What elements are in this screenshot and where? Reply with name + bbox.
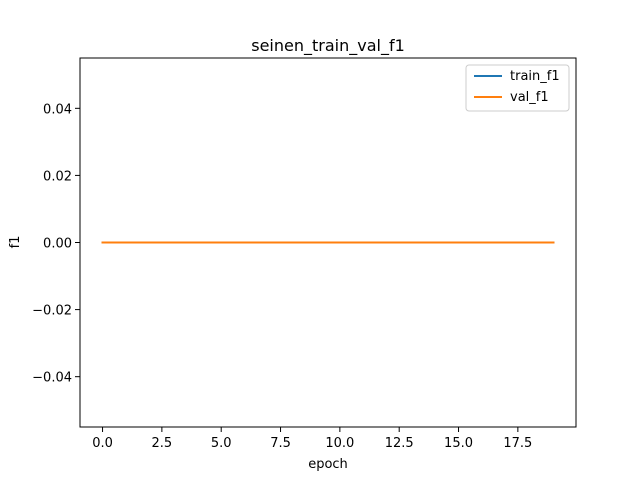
y-tick-label: −0.02 [32, 304, 72, 319]
x-tick-label: 17.5 [503, 436, 532, 451]
x-tick-label: 7.5 [270, 436, 291, 451]
x-axis-label: epoch [308, 457, 348, 472]
chart-title: seinen_train_val_f1 [251, 36, 405, 56]
x-tick-label: 0.0 [92, 436, 113, 451]
y-tick-label: 0.04 [43, 102, 72, 117]
x-tick-label: 12.5 [385, 436, 414, 451]
y-tick-label: 0.02 [43, 169, 72, 184]
x-tick-label: 10.0 [325, 436, 354, 451]
y-tick-label: −0.04 [32, 371, 72, 386]
y-tick-label: 0.00 [43, 237, 72, 252]
x-tick-label: 15.0 [444, 436, 473, 451]
legend-label-val-f1: val_f1 [510, 90, 549, 105]
x-tick-label: 2.5 [152, 436, 173, 451]
x-tick-label: 5.0 [211, 436, 232, 451]
legend-label-train-f1: train_f1 [510, 69, 560, 84]
y-axis: −0.04 −0.02 0.00 0.02 0.04 [32, 102, 80, 386]
y-axis-label: f1 [8, 236, 23, 249]
legend: train_f1 val_f1 [465, 64, 570, 112]
x-axis: 0.0 2.5 5.0 7.5 10.0 12.5 15.0 17.5 [92, 427, 532, 451]
